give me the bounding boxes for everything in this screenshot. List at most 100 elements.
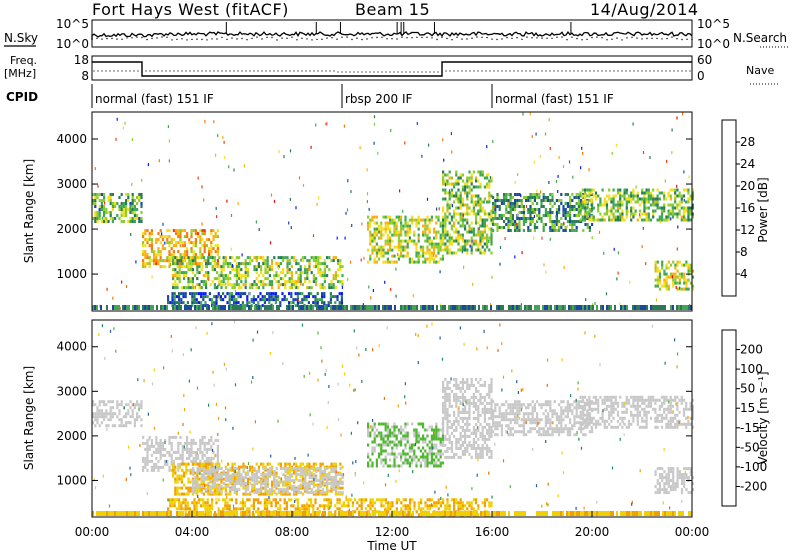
heatmap-cell xyxy=(206,504,209,508)
heatmap-cell xyxy=(433,248,436,252)
heatmap-cell xyxy=(308,476,311,480)
heatmap-cell xyxy=(599,203,602,207)
heatmap-cell xyxy=(373,501,376,505)
heatmap-cell xyxy=(216,247,219,251)
heatmap-cell xyxy=(516,202,519,205)
heatmap-cell xyxy=(461,501,464,505)
heatmap-cell xyxy=(159,235,162,239)
heatmap-cell xyxy=(498,205,501,208)
heatmap-cell xyxy=(525,220,528,223)
heatmap-cell xyxy=(689,266,692,270)
heatmap-cell xyxy=(197,176,199,180)
heatmap-cell xyxy=(286,462,289,466)
heatmap-cell xyxy=(170,435,173,439)
heatmap-cell xyxy=(400,224,403,228)
heatmap-cell xyxy=(479,236,482,240)
heatmap-cell xyxy=(192,438,195,442)
heatmap-cell xyxy=(457,221,460,225)
heatmap-cell xyxy=(161,238,164,242)
heatmap-cell xyxy=(417,504,420,508)
heatmap-cell xyxy=(444,179,447,183)
heatmap-cell xyxy=(330,280,333,284)
nave-point xyxy=(169,70,171,72)
heatmap-cell xyxy=(229,262,232,266)
heatmap-cell xyxy=(244,271,247,275)
heatmap-cell xyxy=(180,271,183,275)
heatmap-cell xyxy=(121,280,123,284)
heatmap-cell xyxy=(538,305,540,310)
heatmap-cell xyxy=(446,218,449,222)
heatmap-cell xyxy=(277,462,280,466)
heatmap-cell xyxy=(450,239,453,243)
heatmap-cell xyxy=(150,465,153,469)
heatmap-cell xyxy=(122,211,125,214)
heatmap-cell xyxy=(142,262,145,266)
heatmap-cell xyxy=(204,304,207,308)
heatmap-cell xyxy=(664,305,666,310)
heatmap-cell xyxy=(209,262,212,266)
heatmap-cell xyxy=(218,274,221,278)
heatmap-cell xyxy=(196,474,199,478)
heatmap-cell xyxy=(492,196,495,199)
heatmap-cell xyxy=(336,298,339,302)
heatmap-cell xyxy=(409,504,412,508)
heatmap-cell xyxy=(122,220,125,223)
heatmap-cell xyxy=(417,239,420,243)
heatmap-cell xyxy=(192,459,195,463)
heatmap-cell xyxy=(667,260,670,264)
nave-point xyxy=(265,70,267,72)
heatmap-cell xyxy=(680,194,683,198)
heatmap-cell xyxy=(288,221,290,225)
heatmap-cell xyxy=(627,197,631,201)
heatmap-cell xyxy=(371,236,374,240)
heatmap-cell xyxy=(177,444,180,448)
heatmap-cell xyxy=(238,470,241,474)
heatmap-cell xyxy=(224,256,227,260)
heatmap-cell xyxy=(133,421,136,425)
heatmap-cell xyxy=(632,206,635,210)
heatmap-cell xyxy=(605,200,609,204)
heatmap-cell xyxy=(253,265,256,269)
heatmap-cell xyxy=(493,205,495,209)
heatmap-cell xyxy=(207,477,210,481)
heatmap-cell xyxy=(579,209,582,213)
nsearch-point xyxy=(636,37,638,39)
heatmap-cell xyxy=(216,486,219,490)
heatmap-cell xyxy=(318,504,321,508)
heatmap-cell xyxy=(176,259,179,263)
heatmap-cell xyxy=(404,215,407,219)
heatmap-cell xyxy=(514,226,517,229)
heatmap-cell xyxy=(321,470,324,474)
heatmap-cell xyxy=(451,204,453,208)
heatmap-cell xyxy=(297,274,300,278)
heatmap-cell xyxy=(178,465,181,469)
heatmap-cell xyxy=(638,203,642,207)
heatmap-cell xyxy=(446,182,449,186)
heatmap-cell xyxy=(338,501,341,505)
heatmap-cell xyxy=(641,191,644,195)
heatmap-cell xyxy=(188,447,191,451)
heatmap-cell xyxy=(317,488,320,492)
heatmap-cell xyxy=(214,476,217,480)
heatmap-cell xyxy=(663,284,666,288)
heatmap-cell xyxy=(138,217,141,220)
heatmap-cell xyxy=(484,305,486,310)
heatmap-cell xyxy=(660,206,664,210)
heatmap-cell xyxy=(167,301,170,305)
heatmap-cell xyxy=(643,203,646,207)
heatmap-cell xyxy=(488,200,491,204)
heatmap-cell xyxy=(286,268,289,272)
heatmap-cell xyxy=(457,507,460,511)
heatmap-cell xyxy=(636,305,638,310)
heatmap-cell xyxy=(426,227,429,231)
nave-point xyxy=(313,70,315,72)
nave-point xyxy=(689,70,691,72)
heatmap-cell xyxy=(266,485,269,489)
nave-point xyxy=(273,70,275,72)
heatmap-cell xyxy=(600,305,602,310)
heatmap-cell xyxy=(503,214,506,217)
heatmap-cell xyxy=(161,265,164,269)
heatmap-cell xyxy=(545,270,547,274)
nave-point xyxy=(413,71,415,73)
heatmap-cell xyxy=(270,298,273,302)
